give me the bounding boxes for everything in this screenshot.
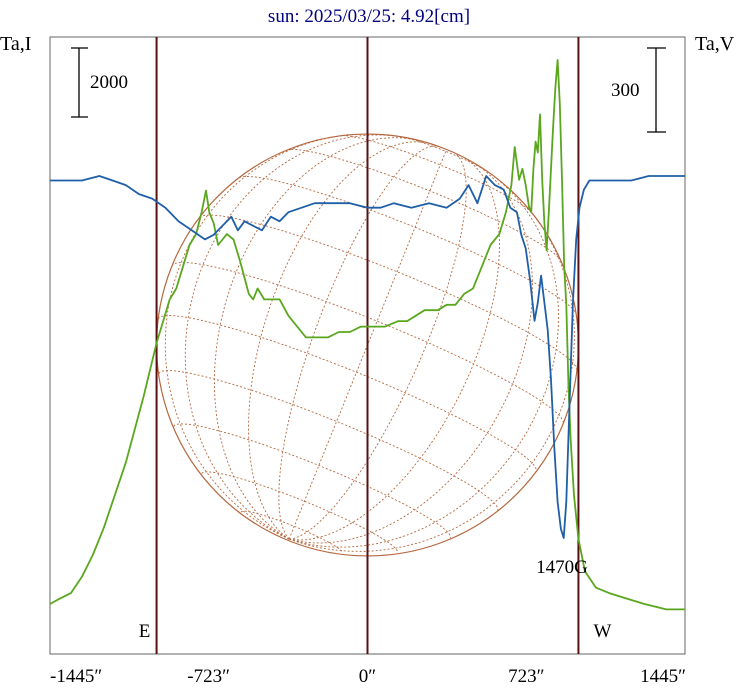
longitude-line bbox=[289, 155, 500, 541]
longitude-line bbox=[288, 203, 575, 552]
x-tick-label: -1445″ bbox=[50, 666, 102, 687]
left-scale-bar-label: 2000 bbox=[90, 72, 128, 93]
data-series bbox=[49, 59, 685, 611]
longitude-line bbox=[289, 152, 467, 540]
left-axis-label: Ta,I bbox=[0, 33, 31, 55]
latitude-line bbox=[201, 471, 398, 553]
right-scale-bar bbox=[647, 47, 666, 133]
latitude-line bbox=[342, 135, 532, 213]
stokes-v-line bbox=[49, 59, 685, 611]
latitude-line bbox=[400, 136, 489, 173]
peak-field-annotation: 1470G bbox=[536, 557, 588, 578]
longitude-line bbox=[213, 137, 417, 540]
longitude-line bbox=[248, 141, 432, 540]
limb-marker-label: W bbox=[593, 621, 611, 642]
left-scale-bar bbox=[71, 47, 88, 118]
x-tick-label: 0″ bbox=[359, 666, 376, 687]
latitude-line bbox=[158, 370, 499, 511]
limb-marker-label: E bbox=[139, 621, 151, 642]
latitude-line bbox=[240, 510, 343, 553]
longitude-line bbox=[288, 162, 533, 544]
latitude-line bbox=[171, 262, 564, 425]
longitude-line bbox=[288, 149, 447, 540]
right-scale-bar-label: 300 bbox=[611, 80, 640, 101]
latitude-line bbox=[173, 423, 451, 539]
x-tick-label: -723″ bbox=[187, 666, 230, 687]
latitude-line bbox=[157, 315, 537, 472]
right-axis-label: Ta,V bbox=[695, 33, 735, 55]
chart-title: sun: 2025/03/25: 4.92[cm] bbox=[268, 6, 470, 27]
x-tick-labels: -1445″ -723″ 0″ 723″ 1445″ bbox=[50, 666, 686, 687]
x-tick-label: 723″ bbox=[508, 666, 544, 687]
longitude-line bbox=[278, 145, 439, 540]
x-tick-label: 1445″ bbox=[640, 666, 686, 687]
stokes-i-line bbox=[50, 175, 685, 539]
longitude-line bbox=[288, 171, 559, 548]
latitude-line bbox=[287, 148, 561, 261]
longitude-line bbox=[184, 134, 401, 540]
